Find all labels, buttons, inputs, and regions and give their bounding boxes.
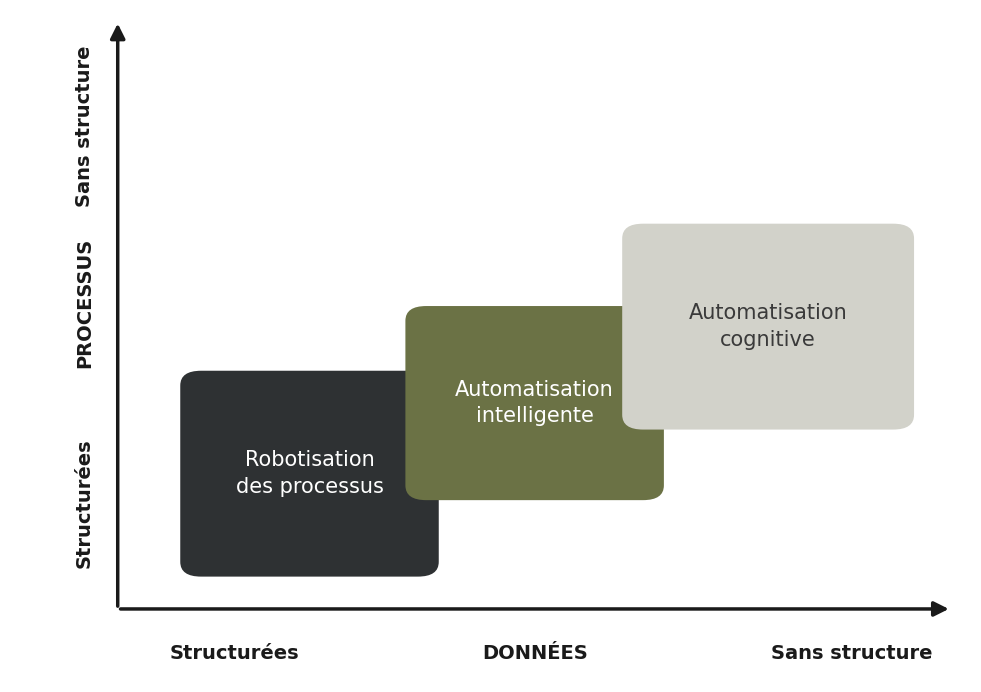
Text: Sans structure: Sans structure (771, 644, 932, 663)
Text: Automatisation
intelligente: Automatisation intelligente (455, 380, 614, 426)
Text: Structurées: Structurées (75, 438, 94, 568)
Text: Robotisation
des processus: Robotisation des processus (235, 450, 384, 497)
FancyBboxPatch shape (405, 306, 664, 500)
Text: Structurées: Structurées (170, 644, 299, 663)
Text: DONNÉES: DONNÉES (482, 644, 588, 663)
Text: Automatisation
cognitive: Automatisation cognitive (689, 303, 848, 350)
Text: Sans structure: Sans structure (75, 46, 94, 208)
Text: PROCESSUS: PROCESSUS (75, 238, 94, 368)
FancyBboxPatch shape (622, 224, 914, 430)
FancyBboxPatch shape (181, 371, 439, 576)
